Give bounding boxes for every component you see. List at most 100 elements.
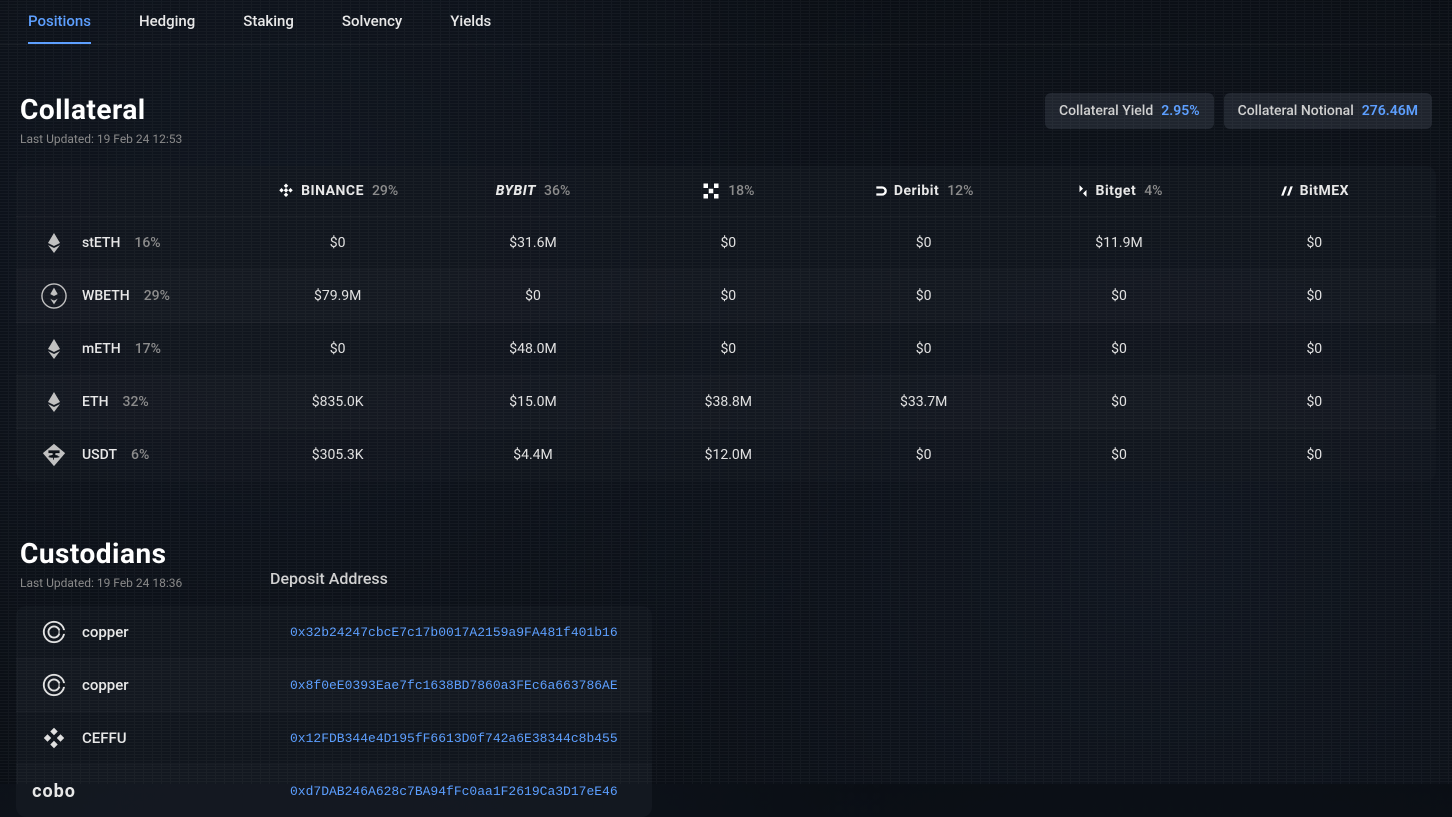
token-pct: 17% xyxy=(135,341,161,357)
pill-collateral-notional: Collateral Notional276.46M xyxy=(1224,93,1432,129)
steth-icon xyxy=(40,229,68,257)
custodians-title: Custodians xyxy=(20,537,270,570)
ceffu-icon xyxy=(40,724,68,752)
collateral-updated: Last Updated: 19 Feb 24 12:53 xyxy=(20,132,182,146)
cell: $0 xyxy=(1021,341,1216,357)
token-pct: 6% xyxy=(131,447,149,463)
bitget-logo: Bitget xyxy=(1076,183,1137,199)
cell: $0 xyxy=(240,341,435,357)
table-row: stETH16%$0$31.6M$0$0$11.9M$0 xyxy=(16,217,1436,270)
pill-value: 276.46M xyxy=(1362,103,1418,119)
exchange-pct: 29% xyxy=(372,183,398,199)
token-name: mETH xyxy=(82,341,121,357)
cell: $31.6M xyxy=(435,235,630,251)
table-row: mETH17%$0$48.0M$0$0$0$0 xyxy=(16,323,1436,376)
column-header-deribit: Deribit 12% xyxy=(826,183,1021,199)
bybit-logo: BYBIT xyxy=(496,183,536,199)
collateral-section: Collateral Last Updated: 19 Feb 24 12:53… xyxy=(16,93,1436,481)
token-name: USDT xyxy=(82,447,117,463)
custodian-label: copper xyxy=(82,676,129,694)
deribit-logo: Deribit xyxy=(874,183,939,199)
tab-bar: Positions Hedging Staking Solvency Yields xyxy=(0,0,1452,45)
cell: $0 xyxy=(826,447,1021,463)
custodians-updated: Last Updated: 19 Feb 24 18:36 xyxy=(20,576,270,590)
cell: $835.0K xyxy=(240,394,435,410)
cell: $4.4M xyxy=(435,447,630,463)
tab-staking[interactable]: Staking xyxy=(243,12,294,44)
custodians-section: Custodians Last Updated: 19 Feb 24 18:36… xyxy=(16,537,1436,817)
deposit-address[interactable]: 0x32b24247cbcE7c17b0017A2159a9FA481f401b… xyxy=(290,625,628,640)
deposit-address-header: Deposit Address xyxy=(270,569,1432,590)
cell: $0 xyxy=(1217,447,1412,463)
cell: $0 xyxy=(1021,288,1216,304)
custodian-row: CEFFU0x12FDB344e4D195fF6613D0f742a6E3834… xyxy=(16,712,652,765)
tab-hedging[interactable]: Hedging xyxy=(139,12,195,44)
wbeth-icon xyxy=(40,282,68,310)
token-pct: 16% xyxy=(134,235,160,251)
tab-solvency[interactable]: Solvency xyxy=(342,12,402,44)
custodian-row: cobo 0xd7DAB246A628c7BA94fFc0aa1F2619Ca3D… xyxy=(16,765,652,817)
cell: $0 xyxy=(1021,394,1216,410)
column-header-binance: BINANCE 29% xyxy=(240,182,435,200)
exchange-pct: 12% xyxy=(947,183,973,199)
token-name: stETH xyxy=(82,235,120,251)
column-header-okx: 18% xyxy=(631,182,826,200)
cell: $0 xyxy=(1217,341,1412,357)
row-label: stETH 16% xyxy=(40,229,240,257)
cell: $38.8M xyxy=(631,394,826,410)
cell: $0 xyxy=(826,341,1021,357)
collateral-pills: Collateral Yield 2.95% Collateral Notional… xyxy=(1045,93,1432,129)
cell: $12.0M xyxy=(631,447,826,463)
pill-label: Collateral Yield xyxy=(1059,103,1153,119)
custodian-name: cobo xyxy=(40,777,290,805)
table-row: USDT6%$305.3K$4.4M$12.0M$0$0$0 xyxy=(16,429,1436,481)
row-label: USDT 6% xyxy=(40,441,240,469)
token-name: WBETH xyxy=(82,288,130,304)
column-header-bybit: BYBIT 36% xyxy=(435,183,630,199)
exchange-pct: 36% xyxy=(544,183,570,199)
collateral-title: Collateral xyxy=(20,93,182,126)
copper-icon xyxy=(40,671,68,699)
cell: $0 xyxy=(826,235,1021,251)
tab-yields[interactable]: Yields xyxy=(450,12,491,44)
table-row: ETH32%$835.0K$15.0M$38.8M$33.7M$0$0 xyxy=(16,376,1436,429)
bitmex-logo: BitMEX xyxy=(1280,183,1349,199)
collateral-thead: BINANCE 29% BYBIT 36% 18% Deribit 12% Bitget 4% B… xyxy=(16,166,1436,217)
cell: $0 xyxy=(1021,447,1216,463)
cell: $0 xyxy=(1217,288,1412,304)
custodians-table: copper 0x32b24247cbcE7c17b0017A2159a9FA48… xyxy=(16,606,652,817)
pill-value: 2.95% xyxy=(1161,103,1199,119)
custodian-name: copper xyxy=(40,671,290,699)
meth-icon xyxy=(40,335,68,363)
cell: $0 xyxy=(631,341,826,357)
eth-icon xyxy=(40,388,68,416)
exchange-pct: 4% xyxy=(1144,183,1162,199)
cell: $15.0M xyxy=(435,394,630,410)
cell: $11.9M xyxy=(1021,235,1216,251)
pill-collateral-yield: Collateral Yield 2.95% xyxy=(1045,93,1214,129)
cell: $0 xyxy=(631,235,826,251)
binance-logo: BINANCE xyxy=(277,182,364,200)
okx-logo xyxy=(702,182,720,200)
cell: $79.9M xyxy=(240,288,435,304)
cell: $33.7M xyxy=(826,394,1021,410)
usdt-icon xyxy=(40,441,68,469)
custodian-row: copper 0x8f0eE0393Eae7fc1638BD7860a3FEc6a… xyxy=(16,659,652,712)
cell: $0 xyxy=(1217,235,1412,251)
row-label: ETH32% xyxy=(40,388,240,416)
cell: $0 xyxy=(826,288,1021,304)
custodian-row: copper0x32b24247cbcE7c17b0017A2159a9FA48… xyxy=(16,606,652,659)
table-row: WBETH29%$79.9M$0$0$0$0$0 xyxy=(16,270,1436,323)
exchange-pct: 18% xyxy=(728,183,754,199)
row-label: mETH 17% xyxy=(40,335,240,363)
tab-positions[interactable]: Positions xyxy=(28,12,91,44)
deposit-address[interactable]: 0x12FDB344e4D195fF6613D0f742a6E38344c8b4… xyxy=(290,731,628,746)
deposit-address[interactable]: 0x8f0eE0393Eae7fc1638BD7860a3FEc6a663786… xyxy=(290,678,628,693)
token-pct: 29% xyxy=(144,288,170,304)
cobo-icon: cobo xyxy=(40,777,68,805)
cell: $0 xyxy=(240,235,435,251)
deposit-address[interactable]: 0xd7DAB246A628c7BA94fFc0aa1F2619Ca3D17eE… xyxy=(290,784,628,799)
cell: $0 xyxy=(1217,394,1412,410)
token-name: ETH xyxy=(82,394,109,410)
collateral-table: BINANCE 29% BYBIT 36% 18% Deribit 12% Bitget 4% B… xyxy=(16,166,1436,481)
